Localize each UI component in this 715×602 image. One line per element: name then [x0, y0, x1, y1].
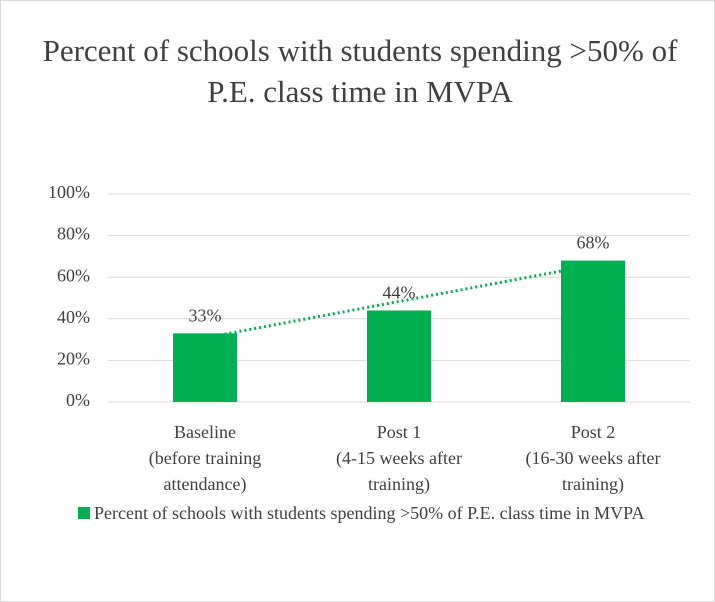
value-label: 68% — [577, 233, 610, 253]
x-tick-label: Post 2 — [571, 422, 616, 442]
y-tick-label: 80% — [57, 224, 90, 244]
legend-label: Percent of schools with students spendin… — [94, 503, 645, 523]
bar — [367, 310, 431, 402]
legend-swatch — [78, 507, 90, 519]
y-tick-label: 40% — [57, 307, 90, 327]
trendline — [204, 263, 594, 340]
x-tick-label: training) — [562, 474, 624, 495]
value-label: 33% — [189, 305, 222, 325]
bar — [561, 260, 625, 402]
x-tick-label: Post 1 — [377, 422, 422, 442]
y-tick-label: 100% — [48, 182, 90, 202]
chart-title: Percent of schools with students spendin… — [42, 33, 678, 109]
x-tick-label: (4-15 weeks after — [336, 448, 462, 469]
x-tick-label: (16-30 weeks after — [526, 448, 661, 469]
value-label: 44% — [383, 283, 416, 303]
x-tick-label: training) — [368, 474, 430, 495]
x-tick-label: Baseline — [174, 422, 236, 442]
x-tick-label: attendance) — [164, 474, 247, 495]
legend: Percent of schools with students spendin… — [78, 500, 678, 527]
y-tick-label: 20% — [57, 349, 90, 369]
y-tick-label: 0% — [66, 390, 90, 410]
x-tick-label: (before training — [149, 448, 261, 469]
bar — [173, 333, 237, 402]
y-tick-label: 60% — [57, 265, 90, 285]
